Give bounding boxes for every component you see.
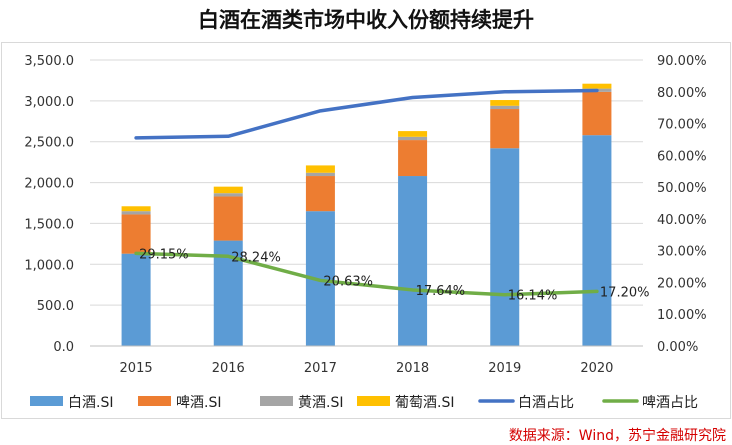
legend-swatch [357,396,390,406]
bar-segment [213,186,243,194]
legend-label: 啤酒占比 [642,395,698,411]
x-tick-label: 2019 [488,361,521,376]
y-right-tick-label: 50.00% [657,181,707,196]
y-left-tick-label: 2,000.0 [24,177,74,192]
legend-swatch [138,396,171,406]
y-right-tick-label: 0.00% [657,340,698,355]
line-data-label: 29.15% [139,247,189,262]
series-line [134,251,599,297]
y-right-tick-label: 70.00% [657,118,707,133]
line-data-label: 20.63% [323,274,373,289]
y-left-tick-label: 3,500.0 [24,54,74,69]
chart-title: 白酒在酒类市场中收入份额持续提升 [198,8,534,32]
source-note: 数据来源：Wind，苏宁金融研究院 [509,427,726,444]
data-labels: 29.15% 28.24% 20.63% 17.64% 16.14% 17.20% [139,247,649,303]
x-tick-label: 2016 [212,361,245,376]
bar-segment [398,131,428,137]
legend-swatch [260,396,293,406]
lines [134,88,599,297]
bar-segment [305,165,335,173]
y-right-tick-label: 80.00% [657,86,707,101]
line-data-label: 17.64% [416,284,466,299]
bar-segment [121,214,151,254]
legend-label: 白酒.SI [68,395,113,411]
bar-segment [490,100,520,106]
x-tick-label: 2020 [580,361,613,376]
series-line [134,88,599,140]
line-data-label: 16.14% [508,289,558,304]
legend-label: 葡萄酒.SI [395,395,454,411]
bar-segment [121,211,151,215]
legend-label: 啤酒.SI [176,395,221,411]
bar-segment [582,83,612,89]
y-left-tick-label: 2,500.0 [24,136,74,151]
bar-segment [490,105,520,110]
bar-segment [121,253,151,346]
legend-label: 白酒占比 [518,395,574,411]
bar-segment [398,176,428,346]
y-right-tick-label: 40.00% [657,213,707,228]
y-right-tick-label: 30.00% [657,245,707,260]
axes: 0.0 500.0 1,000.0 1,500.0 2,000.0 2,500.0 3,00… [24,54,706,376]
bar-segment [398,136,428,141]
y-right-tick-label: 90.00% [657,54,707,69]
y-left-tick-label: 500.0 [37,299,74,314]
bar-segment [490,109,520,149]
y-left-tick-label: 1,500.0 [24,217,74,232]
line-data-label: 17.20% [600,285,650,300]
bar-segment [582,91,612,136]
y-right-tick-label: 20.00% [657,276,707,291]
bars [121,83,612,346]
bar-segment [213,196,243,241]
bar-segment [398,140,428,177]
line-data-label: 28.24% [231,250,281,265]
legend: 白酒.SI 啤酒.SI 黄酒.SI 葡萄酒.SI 白酒占比 啤酒占比 [30,394,698,411]
legend-swatch [30,396,63,406]
x-tick-label: 2015 [120,361,153,376]
x-tick-label: 2017 [304,361,337,376]
legend-label: 黄酒.SI [298,394,343,411]
bar-segment [213,193,243,197]
bar-segment [121,206,151,212]
bar-segment [490,148,520,346]
y-right-tick-label: 60.00% [657,149,707,164]
y-left-tick-label: 0.0 [53,340,74,355]
y-left-tick-label: 3,000.0 [24,95,74,110]
chart-frame [1,42,731,419]
bar-segment [582,135,612,346]
y-left-tick-label: 1,000.0 [24,258,74,273]
bar-segment [305,176,335,212]
bar-segment [305,172,335,177]
gridlines [90,59,643,306]
y-right-tick-label: 10.00% [657,308,707,323]
x-tick-label: 2018 [396,361,429,376]
